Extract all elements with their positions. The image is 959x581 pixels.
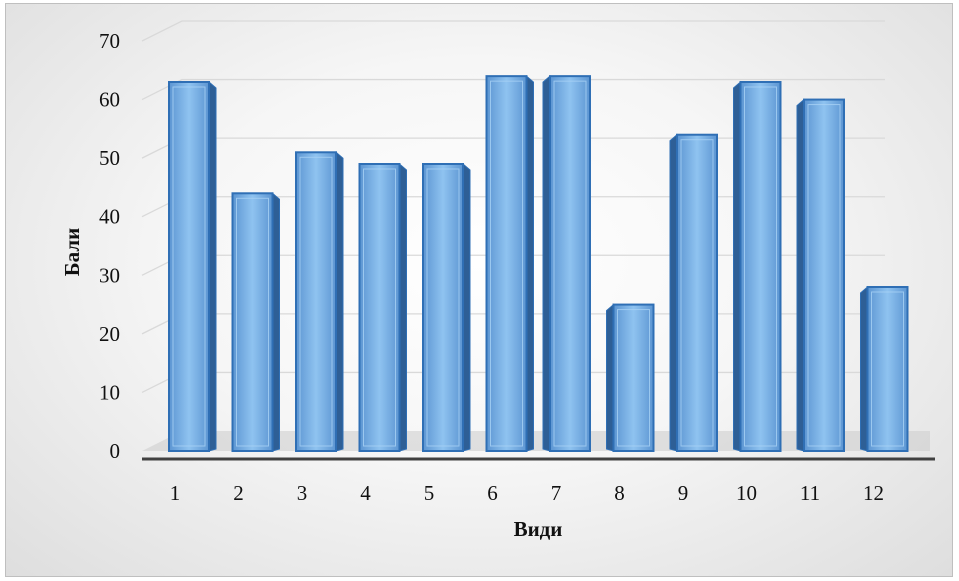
bar-front — [422, 163, 464, 452]
bar — [358, 162, 407, 452]
x-axis-title: Види — [514, 517, 563, 541]
x-tick-label: 4 — [360, 481, 371, 505]
bar-bevel — [617, 309, 650, 447]
bar-bevel — [553, 80, 587, 447]
bar-front — [168, 81, 210, 452]
bar — [606, 303, 655, 453]
bar-bevel — [680, 139, 714, 447]
bar — [168, 80, 217, 452]
bar-bevel — [236, 197, 269, 447]
y-tick-label: 10 — [99, 380, 120, 404]
bar-side — [860, 285, 868, 452]
x-tick-label: 11 — [800, 481, 820, 505]
x-tick-label: 5 — [424, 481, 435, 505]
bar-side — [272, 192, 280, 452]
bar-front — [803, 98, 845, 452]
x-tick-label: 7 — [551, 481, 562, 505]
bar-front — [866, 286, 909, 452]
y-tick-label: 70 — [99, 29, 120, 53]
bar-front — [485, 75, 528, 453]
y-axis-title: Бали — [60, 228, 84, 276]
x-tick-label: 10 — [736, 481, 757, 505]
bar — [485, 75, 534, 453]
bars — [168, 75, 909, 453]
bar — [733, 80, 782, 452]
bar — [295, 151, 344, 453]
y-tick-label: 60 — [99, 88, 120, 112]
bar-bevel — [744, 86, 777, 447]
x-tick-label: 3 — [297, 481, 308, 505]
bar-front — [231, 192, 274, 453]
bar-bevel — [807, 104, 841, 447]
bar-front — [676, 133, 718, 452]
bar-side — [399, 162, 407, 452]
bar-side — [733, 80, 741, 452]
bar-side — [462, 162, 471, 452]
x-tick-label: 2 — [233, 481, 244, 505]
bar-front — [295, 151, 337, 453]
bar — [669, 133, 718, 452]
bar-bevel — [871, 291, 904, 447]
bar-bevel — [490, 80, 523, 447]
bar-side — [796, 98, 805, 452]
bar-side — [526, 75, 534, 452]
chart-area — [5, 3, 953, 577]
bar-side — [542, 75, 551, 452]
bar — [860, 285, 909, 452]
y-tick-label: 30 — [99, 263, 120, 287]
bar-bevel — [363, 168, 396, 447]
bar — [231, 192, 280, 453]
x-tick-label: 6 — [487, 481, 498, 505]
bar-bevel — [299, 156, 333, 447]
bar-bevel — [426, 168, 460, 447]
x-tick-label: 12 — [863, 481, 884, 505]
bar-side — [606, 303, 614, 452]
gridline — [141, 20, 885, 42]
bar-front — [549, 75, 591, 453]
bar-front — [739, 81, 782, 452]
x-tick-label: 9 — [678, 481, 689, 505]
bar-front — [358, 163, 401, 452]
y-axis-ticks: 0 10 20 30 40 50 60 70 — [99, 29, 120, 463]
bar-bevel — [172, 86, 206, 447]
bar-side — [208, 80, 217, 452]
y-tick-label: 0 — [110, 439, 121, 463]
gridline — [141, 78, 885, 101]
bar — [542, 75, 591, 453]
bar-side — [335, 151, 344, 452]
y-tick-label: 20 — [99, 322, 120, 346]
bar-front — [612, 303, 655, 453]
y-tick-label: 40 — [99, 205, 120, 229]
bar — [796, 98, 845, 452]
x-tick-label: 1 — [170, 481, 181, 505]
y-tick-label: 50 — [99, 146, 120, 170]
x-tick-label: 8 — [614, 481, 625, 505]
x-axis-ticks: 1 2 3 4 5 6 7 8 9 10 11 12 — [170, 481, 884, 505]
bar-side — [669, 133, 678, 452]
bar — [422, 162, 471, 452]
